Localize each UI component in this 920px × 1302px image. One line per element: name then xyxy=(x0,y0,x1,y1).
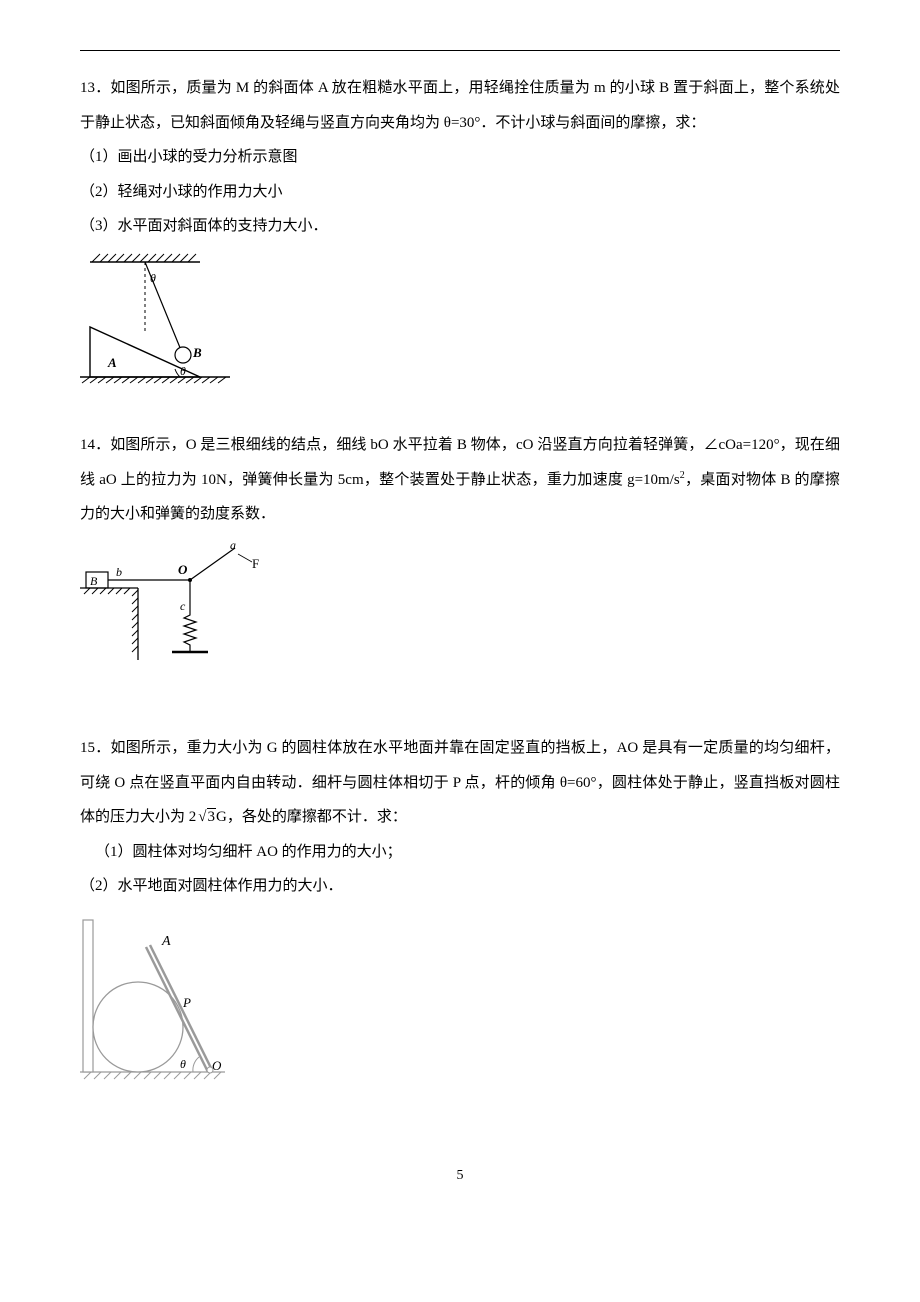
problem-15-text-a: ．如图所示，重力大小为 G 的圆柱体放在水平地面并靠在固定竖直的挡板上，AO 是… xyxy=(80,740,840,825)
problem-13: 13．如图所示，质量为 M 的斜面体 A 放在粗糙水平面上，用轻绳拴住质量为 m… xyxy=(80,71,840,410)
theta-label-top: θ xyxy=(150,271,156,285)
label-O15: O xyxy=(212,1058,222,1073)
problem-13-figure: θ B A θ xyxy=(80,252,840,411)
label-P: P xyxy=(182,995,191,1010)
problem-15-text-b: G，各处的摩擦都不计．求： xyxy=(216,809,407,825)
problem-15: 15．如图所示，重力大小为 G 的圆柱体放在水平地面并靠在固定竖直的挡板上，AO… xyxy=(80,731,840,1100)
problem-13-sub3: （3）水平面对斜面体的支持力大小． xyxy=(80,209,840,244)
top-rule xyxy=(80,50,840,51)
label-A15: A xyxy=(161,934,171,949)
problem-15-figure: A P O θ xyxy=(80,912,840,1101)
label-c: c xyxy=(180,599,186,613)
theta-label-bottom: θ xyxy=(180,364,186,378)
problem-13-sub1: （1）画出小球的受力分析示意图 xyxy=(80,140,840,175)
problem-13-text: ．如图所示，质量为 M 的斜面体 A 放在粗糙水平面上，用轻绳拴住质量为 m 的… xyxy=(80,80,840,131)
problem-15-body: 15．如图所示，重力大小为 G 的圆柱体放在水平地面并靠在固定竖直的挡板上，AO… xyxy=(80,731,840,835)
sqrt-icon: 3 xyxy=(196,800,216,835)
page-number: 5 xyxy=(80,1160,840,1192)
problem-13-number: 13 xyxy=(80,80,95,96)
problem-14-number: 14 xyxy=(80,437,95,453)
label-O: O xyxy=(178,562,188,577)
label-A: A xyxy=(107,355,117,370)
problem-15-number: 15 xyxy=(80,740,95,756)
problem-14-body: 14．如图所示，O 是三根细线的结点，细线 bO 水平拉着 B 物体，cO 沿竖… xyxy=(80,428,840,532)
problem-13-body: 13．如图所示，质量为 M 的斜面体 A 放在粗糙水平面上，用轻绳拴住质量为 m… xyxy=(80,71,840,140)
label-B: B xyxy=(192,345,202,360)
problem-14: 14．如图所示，O 是三根细线的结点，细线 bO 水平拉着 B 物体，cO 沿竖… xyxy=(80,428,840,683)
theta-label-15: θ xyxy=(180,1057,186,1071)
problem-13-sub2: （2）轻绳对小球的作用力大小 xyxy=(80,175,840,210)
spacer xyxy=(80,701,840,731)
problem-15-sub2: （2）水平地面对圆柱体作用力的大小． xyxy=(80,869,840,904)
sqrt-arg: 3 xyxy=(207,808,217,825)
problem-15-sub1: （1）圆柱体对均匀细杆 AO 的作用力的大小； xyxy=(80,835,840,870)
label-b: b xyxy=(116,565,122,579)
label-F: F xyxy=(252,556,259,571)
problem-14-figure: B b O a F xyxy=(80,540,840,684)
label-a: a xyxy=(230,540,236,552)
label-B14: B xyxy=(90,574,98,588)
